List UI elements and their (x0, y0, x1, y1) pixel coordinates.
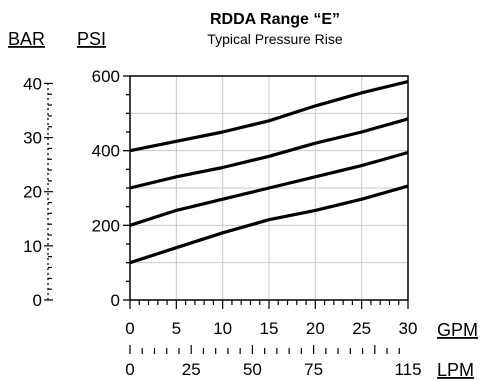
series-line-1 (129, 184, 409, 265)
lpm-unit-label: LPM (437, 360, 474, 380)
gpm-tick-label: 0 (125, 319, 134, 338)
psi-tick-label: 200 (92, 216, 120, 235)
bar-tick-label: 30 (23, 129, 42, 148)
bar-unit-label: BAR (8, 29, 45, 49)
lpm-tick-label: 50 (243, 360, 262, 379)
gpm-axis: 0 5 10 15 20 25 30 (125, 300, 417, 338)
series-line-4 (129, 80, 409, 153)
series-lines (129, 80, 409, 265)
lpm-axis: 0 25 50 75 115 (125, 345, 422, 379)
gpm-tick-label: 15 (260, 319, 279, 338)
chart-subtitle: Typical Pressure Rise (207, 31, 343, 47)
bar-tick-label: 20 (23, 183, 42, 202)
bar-tick-label: 10 (23, 237, 42, 256)
gpm-tick-label: 10 (213, 319, 232, 338)
psi-tick-label: 600 (92, 67, 120, 86)
lpm-tick-label: 25 (182, 360, 201, 379)
psi-tick-label: 400 (92, 142, 120, 161)
lpm-tick-label: 75 (304, 360, 323, 379)
series-line-2 (129, 150, 409, 227)
gpm-tick-label: 30 (399, 319, 418, 338)
bar-tick-label: 0 (33, 291, 42, 310)
series-line-3 (129, 117, 409, 190)
psi-tick-label: 0 (111, 291, 120, 310)
gpm-unit-label: GPM (437, 320, 478, 340)
bar-axis: 0 10 20 30 40 (23, 74, 53, 310)
gpm-tick-label: 25 (352, 319, 371, 338)
bar-tick-label: 40 (23, 74, 42, 93)
chart-title: RDDA Range “E” (210, 11, 340, 28)
grid (130, 76, 408, 300)
lpm-tick-label: 0 (125, 360, 134, 379)
psi-axis: 0 200 400 600 (92, 67, 130, 310)
gpm-tick-label: 20 (306, 319, 325, 338)
lpm-tick-label: 115 (394, 360, 421, 379)
gpm-tick-label: 5 (172, 319, 181, 338)
psi-unit-label: PSI (77, 29, 106, 49)
